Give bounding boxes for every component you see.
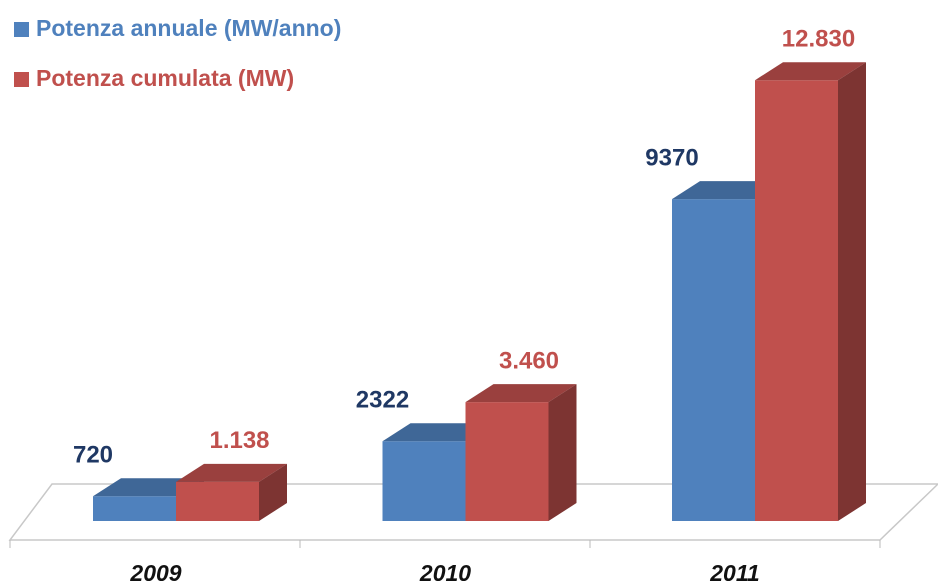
legend-label: Potenza annuale (MW/anno): [36, 15, 341, 41]
legend-swatch: [14, 22, 29, 37]
bar-front: [755, 80, 838, 521]
legend-swatch: [14, 72, 29, 87]
bar: [755, 62, 866, 522]
data-label: 12.830: [782, 26, 855, 53]
data-label: 3.460: [499, 347, 559, 374]
bar-side: [838, 62, 866, 522]
data-label: 1.138: [209, 427, 269, 454]
data-label: 720: [73, 442, 113, 469]
bar-top: [755, 62, 866, 81]
bar-front: [382, 441, 466, 521]
bar-front: [93, 496, 176, 521]
bar-top: [176, 463, 287, 482]
bar-front: [176, 481, 259, 521]
legend-label: Potenza cumulata (MW): [36, 65, 294, 91]
bar-side: [259, 463, 287, 521]
bar-top: [465, 384, 577, 403]
bar-front: [465, 402, 549, 521]
bar: [465, 384, 577, 521]
bar: [176, 463, 287, 521]
bar-side: [548, 384, 577, 521]
data-label: 2322: [356, 387, 409, 414]
bar-front: [672, 199, 755, 521]
data-label: 9370: [645, 144, 698, 171]
x-tick-label: 2011: [709, 560, 759, 586]
x-tick-label: 2009: [129, 560, 181, 586]
x-tick-label: 2010: [419, 560, 471, 586]
